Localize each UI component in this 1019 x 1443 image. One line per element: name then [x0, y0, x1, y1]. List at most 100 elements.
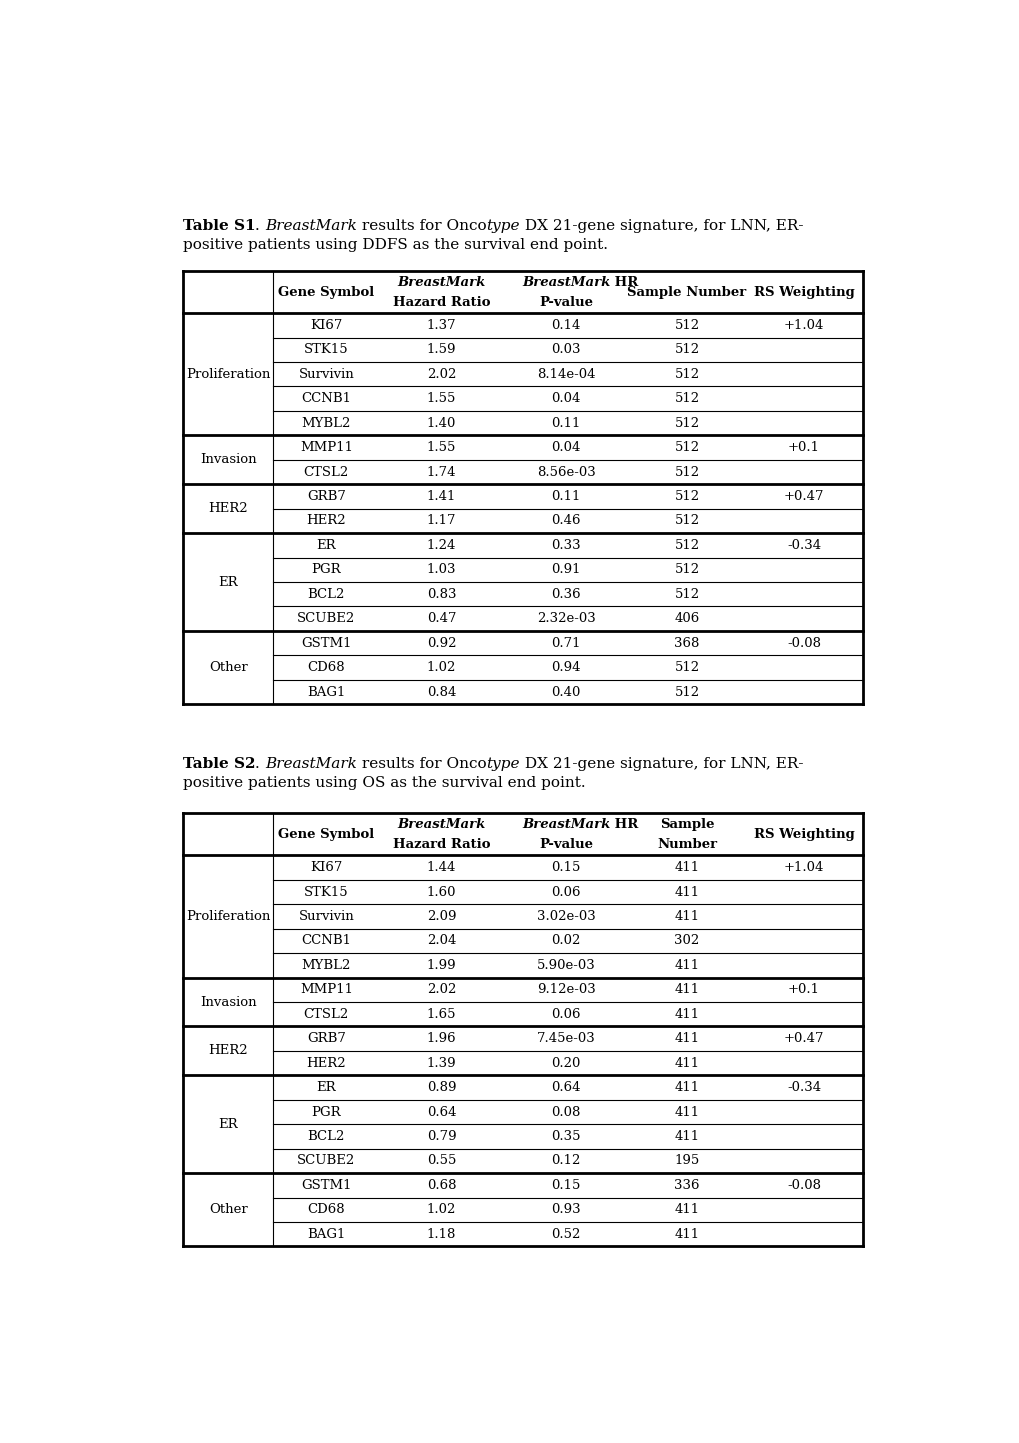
Text: 1.74: 1.74 [426, 466, 455, 479]
Text: 411: 411 [674, 1203, 699, 1216]
Text: 1.96: 1.96 [426, 1032, 455, 1045]
Text: 406: 406 [674, 612, 699, 625]
Text: Gene Symbol: Gene Symbol [278, 286, 374, 299]
Text: BAG1: BAG1 [307, 1228, 345, 1241]
Text: 411: 411 [674, 911, 699, 924]
Text: ER: ER [218, 576, 237, 589]
Text: Sample: Sample [659, 818, 713, 831]
Text: 1.40: 1.40 [426, 417, 455, 430]
Text: Invasion: Invasion [200, 453, 256, 466]
Text: MYBL2: MYBL2 [302, 417, 351, 430]
Text: 1.59: 1.59 [426, 343, 455, 356]
Text: 411: 411 [674, 960, 699, 973]
Text: +0.47: +0.47 [784, 1032, 823, 1045]
Text: 0.36: 0.36 [551, 587, 581, 600]
Text: results for Onco: results for Onco [357, 758, 486, 771]
Text: 0.06: 0.06 [551, 1007, 581, 1020]
Text: 1.37: 1.37 [426, 319, 455, 332]
Text: 411: 411 [674, 1228, 699, 1241]
Text: HR: HR [609, 818, 638, 831]
Text: 336: 336 [674, 1179, 699, 1192]
Text: +1.04: +1.04 [784, 319, 823, 332]
Text: Hazard Ratio: Hazard Ratio [392, 296, 490, 309]
Text: Sample Number: Sample Number [627, 286, 746, 299]
Text: HER2: HER2 [307, 1056, 345, 1069]
Text: 0.02: 0.02 [551, 935, 580, 948]
Text: Gene Symbol: Gene Symbol [278, 828, 374, 841]
Text: 7.45e-03: 7.45e-03 [536, 1032, 595, 1045]
Text: CTSL2: CTSL2 [304, 1007, 348, 1020]
Text: 0.40: 0.40 [551, 685, 580, 698]
Text: 411: 411 [674, 1056, 699, 1069]
Text: 512: 512 [674, 466, 699, 479]
Text: 0.12: 0.12 [551, 1154, 580, 1167]
Text: CD68: CD68 [308, 1203, 344, 1216]
Text: PGR: PGR [311, 1105, 340, 1118]
Text: 0.55: 0.55 [426, 1154, 455, 1167]
Text: Survivin: Survivin [299, 911, 354, 924]
Text: STK15: STK15 [304, 343, 348, 356]
Text: 1.18: 1.18 [426, 1228, 455, 1241]
Text: 512: 512 [674, 392, 699, 405]
Text: 512: 512 [674, 442, 699, 455]
Text: 0.52: 0.52 [551, 1228, 580, 1241]
Text: ER: ER [218, 1118, 237, 1131]
Text: ER: ER [316, 1081, 336, 1094]
Text: +0.47: +0.47 [784, 491, 823, 504]
Text: BreastMark: BreastMark [265, 219, 357, 234]
Text: BreastMark: BreastMark [265, 758, 357, 771]
Text: 1.02: 1.02 [426, 661, 455, 674]
Text: Table S1: Table S1 [182, 219, 255, 234]
Text: 0.47: 0.47 [426, 612, 455, 625]
Text: ER: ER [316, 538, 336, 551]
Text: 0.93: 0.93 [551, 1203, 581, 1216]
Text: STK15: STK15 [304, 886, 348, 899]
Text: BCL2: BCL2 [308, 1130, 344, 1143]
Text: BreastMark: BreastMark [397, 818, 485, 831]
Text: RS Weighting: RS Weighting [753, 286, 854, 299]
Text: 1.60: 1.60 [426, 886, 455, 899]
Text: Other: Other [209, 661, 248, 674]
Text: PGR: PGR [311, 563, 340, 576]
Text: 0.92: 0.92 [426, 636, 455, 649]
Text: -0.34: -0.34 [787, 538, 820, 551]
Text: 512: 512 [674, 319, 699, 332]
Text: P-value: P-value [539, 296, 593, 309]
Text: 512: 512 [674, 587, 699, 600]
Text: GSTM1: GSTM1 [301, 1179, 352, 1192]
Text: CD68: CD68 [308, 661, 344, 674]
Text: 2.02: 2.02 [426, 368, 455, 381]
Text: MMP11: MMP11 [300, 442, 353, 455]
Text: GSTM1: GSTM1 [301, 636, 352, 649]
Text: .: . [255, 219, 265, 234]
Text: HER2: HER2 [208, 502, 248, 515]
Text: 195: 195 [674, 1154, 699, 1167]
Text: 1.39: 1.39 [426, 1056, 455, 1069]
Text: 0.04: 0.04 [551, 392, 580, 405]
Text: Number: Number [656, 838, 716, 851]
Text: .: . [255, 758, 265, 771]
Text: 0.89: 0.89 [426, 1081, 455, 1094]
Text: 0.33: 0.33 [551, 538, 581, 551]
Text: BreastMark: BreastMark [522, 276, 609, 289]
Text: 0.35: 0.35 [551, 1130, 581, 1143]
Text: Hazard Ratio: Hazard Ratio [392, 838, 490, 851]
Text: GRB7: GRB7 [307, 491, 345, 504]
Text: Invasion: Invasion [200, 996, 256, 1009]
Text: 1.02: 1.02 [426, 1203, 455, 1216]
Text: 512: 512 [674, 417, 699, 430]
Text: CCNB1: CCNB1 [301, 392, 351, 405]
Text: positive patients using OS as the survival end point.: positive patients using OS as the surviv… [182, 776, 585, 789]
Text: results for Onco: results for Onco [357, 219, 486, 234]
Text: 0.15: 0.15 [551, 861, 580, 874]
Text: type: type [486, 758, 520, 771]
Text: 512: 512 [674, 685, 699, 698]
Text: 2.32e-03: 2.32e-03 [536, 612, 595, 625]
Text: 1.55: 1.55 [426, 392, 455, 405]
Text: 0.11: 0.11 [551, 491, 580, 504]
Text: 0.79: 0.79 [426, 1130, 455, 1143]
Text: SCUBE2: SCUBE2 [297, 1154, 356, 1167]
Text: 512: 512 [674, 515, 699, 528]
Text: 2.02: 2.02 [426, 983, 455, 996]
Text: 0.15: 0.15 [551, 1179, 580, 1192]
